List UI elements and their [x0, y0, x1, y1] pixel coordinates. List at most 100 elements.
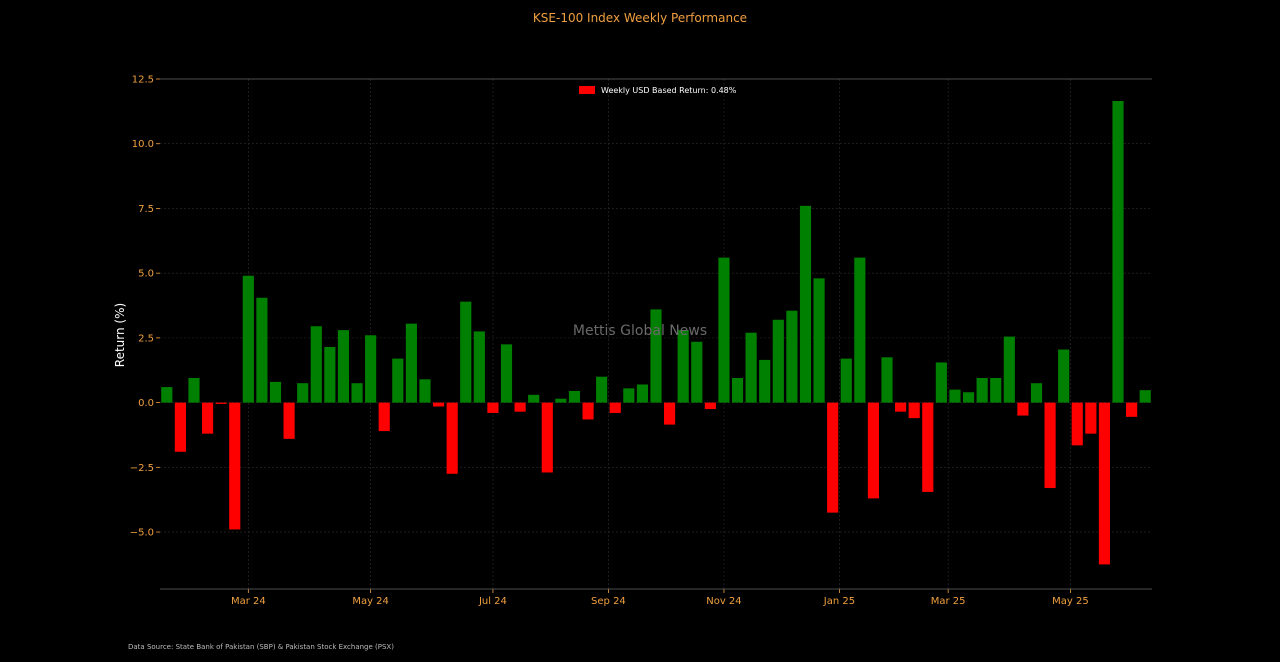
bar — [1003, 336, 1015, 403]
bar — [609, 402, 621, 413]
bar — [799, 205, 812, 403]
y-tick-label: −2.5 — [130, 463, 154, 474]
bar — [433, 402, 445, 407]
bar — [215, 402, 227, 404]
x-tick-label: Sep 24 — [591, 596, 626, 607]
bar — [1098, 402, 1111, 565]
bar — [840, 358, 852, 403]
bar — [786, 310, 798, 403]
bar — [405, 323, 417, 403]
bar — [256, 297, 268, 403]
y-axis-label: Return (%) — [113, 303, 127, 367]
x-tick-label: Mar 25 — [931, 596, 966, 607]
bar — [650, 309, 662, 403]
bar — [908, 402, 920, 419]
bar — [297, 383, 309, 403]
bar — [188, 378, 200, 403]
bar — [691, 341, 703, 403]
bar — [242, 275, 254, 403]
bar — [1139, 390, 1151, 403]
bar — [351, 383, 363, 403]
data-source-note: Data Source: State Bank of Pakistan (SBP… — [128, 643, 394, 651]
bar — [664, 402, 676, 425]
bar — [229, 402, 241, 530]
bar — [731, 378, 744, 403]
y-axis-ticks: −5.0 −2.5 0.0 2.5 5.0 7.5 10.0 12.5 — [130, 75, 160, 539]
bar — [473, 331, 485, 403]
bar — [704, 402, 716, 410]
legend: Weekly USD Based Return: 0.48% — [579, 86, 737, 95]
bar — [949, 389, 961, 403]
bar — [976, 378, 988, 403]
bar — [324, 346, 336, 403]
bar — [1058, 349, 1070, 403]
bar — [1017, 402, 1029, 416]
bar — [460, 301, 472, 403]
bar — [636, 384, 648, 403]
bar — [1085, 402, 1097, 434]
bar — [922, 402, 934, 492]
bar — [514, 402, 526, 412]
x-tick-label: Nov 24 — [706, 596, 741, 607]
bar — [541, 402, 553, 473]
legend-swatch — [579, 86, 595, 94]
bar — [1030, 383, 1043, 403]
bar — [1044, 402, 1056, 489]
bar — [596, 376, 608, 403]
bar — [772, 319, 784, 403]
bar — [935, 362, 947, 403]
bar — [555, 398, 567, 403]
chart-title: KSE-100 Index Weekly Performance — [533, 11, 747, 25]
x-tick-label: Mar 24 — [231, 596, 266, 607]
y-tick-label: 7.5 — [138, 204, 154, 215]
y-tick-label: 5.0 — [138, 269, 154, 280]
y-tick-label: 12.5 — [132, 75, 154, 86]
y-tick-label: −5.0 — [130, 528, 154, 539]
x-tick-label: May 24 — [352, 596, 389, 607]
bar — [528, 394, 540, 403]
bar — [269, 381, 282, 403]
bar — [1126, 402, 1138, 417]
bar — [745, 332, 757, 403]
bar — [881, 357, 893, 403]
y-tick-label: 0.0 — [138, 398, 154, 409]
bar — [990, 378, 1002, 403]
bar — [161, 387, 173, 403]
bar — [718, 257, 730, 403]
bar — [201, 402, 214, 434]
bar — [419, 379, 431, 403]
y-tick-label: 2.5 — [138, 333, 154, 344]
bar — [1112, 101, 1124, 403]
bar — [365, 335, 377, 403]
bar — [759, 359, 771, 403]
bar — [283, 402, 295, 439]
bar — [623, 388, 635, 403]
bar — [677, 330, 689, 403]
x-tick-label: May 25 — [1052, 596, 1089, 607]
bar — [854, 257, 866, 403]
bar — [337, 330, 350, 403]
legend-label: Weekly USD Based Return: 0.48% — [601, 86, 737, 95]
bar — [378, 402, 390, 432]
x-axis-ticks: Mar 24 May 24 Jul 24 Sep 24 Nov 24 Jan 25 Mar … — [231, 589, 1089, 607]
bar — [310, 326, 322, 403]
bar — [446, 402, 458, 474]
bar — [174, 402, 186, 452]
bar — [867, 402, 879, 499]
bar — [392, 358, 404, 403]
bar — [1071, 402, 1083, 446]
y-tick-label: 10.0 — [132, 139, 154, 150]
bar — [895, 402, 907, 412]
x-tick-label: Jan 25 — [823, 596, 855, 607]
bar — [827, 402, 839, 513]
bar — [500, 344, 513, 403]
bar — [813, 278, 825, 403]
bar — [568, 390, 581, 403]
x-tick-label: Jul 24 — [478, 596, 507, 607]
watermark: Mettis Global News — [573, 323, 707, 339]
bars — [161, 101, 1151, 565]
bar — [582, 402, 594, 420]
bar — [962, 392, 975, 403]
bar — [487, 402, 499, 413]
